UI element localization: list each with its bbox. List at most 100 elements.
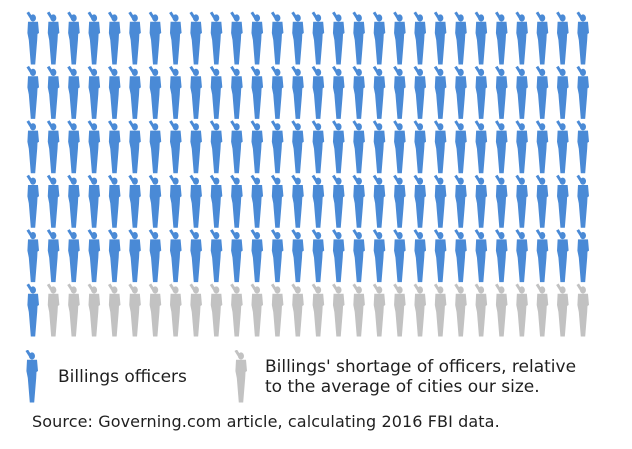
officer-icon [311,120,325,174]
officer-icon [107,120,121,174]
officer-icon [189,11,202,65]
officer-icon [332,120,345,174]
officer-icon [189,229,202,283]
officer-icon [556,11,569,65]
officer-icon [515,11,528,65]
shortage-icon [148,283,162,337]
officer-icon [454,229,467,283]
shortage-icon [270,283,284,337]
officer-icon [46,229,60,283]
shortage-icon [535,283,549,337]
legend-officers-icon [25,350,38,403]
officer-icon [189,174,202,228]
legend-shortage-label: Billings' shortage of officers, relative… [265,357,576,397]
officer-icon [291,65,304,119]
officer-icon [413,229,427,283]
officer-icon [311,65,325,119]
officer-icon [26,65,39,119]
officer-icon [454,174,467,228]
officer-icon [270,65,284,119]
officer-icon [270,229,284,283]
shortage-icon [87,283,101,337]
shortage-icon [169,283,182,337]
officer-icon [270,120,284,174]
officer-icon [576,120,589,174]
officer-icon [148,120,162,174]
officer-icon [250,11,264,65]
officer-icon [26,120,39,174]
shortage-icon [413,283,427,337]
officer-icon [556,120,569,174]
shortage-icon [515,283,528,337]
shortage-icon [209,283,223,337]
officer-icon [535,120,549,174]
officer-icon [454,120,467,174]
shortage-icon [474,283,488,337]
officer-icon [67,120,80,174]
officer-icon [413,120,427,174]
officer-icon [169,120,182,174]
source-note: Source: Governing.com article, calculati… [32,412,500,431]
officer-icon [107,174,121,228]
officer-icon [454,11,467,65]
officer-icon [535,65,549,119]
officer-icon [311,11,325,65]
officer-icon [46,174,60,228]
officer-icon [515,120,528,174]
officer-icon [372,120,386,174]
officer-icon [26,174,39,228]
officer-icon [87,120,101,174]
officer-icon [372,65,386,119]
officer-icon [128,65,141,119]
officer-icon [352,120,365,174]
officer-icon [433,65,447,119]
officer-icon [576,174,589,228]
officer-icon [332,229,345,283]
officer-icon [209,11,223,65]
officer-icon [291,229,304,283]
shortage-icon [291,283,304,337]
officer-icon [189,65,202,119]
shortage-icon [352,283,365,337]
officer-icon [495,65,508,119]
officer-icon [291,11,304,65]
officer-icon [270,11,284,65]
officer-icon [515,174,528,228]
officer-icon [433,174,447,228]
officer-icon [535,174,549,228]
officer-icon [250,229,264,283]
officer-icon [474,65,488,119]
officer-icon [393,120,406,174]
officer-icon [495,229,508,283]
officer-icon [230,65,243,119]
officer-icon [433,120,447,174]
officer-icon [128,229,141,283]
officer-icon [169,11,182,65]
officer-icon [454,65,467,119]
officer-icon [230,120,243,174]
officer-icon [352,65,365,119]
shortage-icon [495,283,508,337]
officer-icon [474,120,488,174]
officer-icon [433,229,447,283]
shortage-icon [372,283,386,337]
officer-icon [209,120,223,174]
officer-icon [474,229,488,283]
officer-icon [474,174,488,228]
officer-icon [148,229,162,283]
officer-icon [189,120,202,174]
officer-icon [535,11,549,65]
legend-shortage-line-2: to the average of cities our size. [265,377,540,397]
shortage-icon [454,283,467,337]
officer-icon [250,65,264,119]
officer-icon [107,65,121,119]
shortage-icon [128,283,141,337]
officer-icon [67,174,80,228]
shortage-icon [67,283,80,337]
officer-icon [332,174,345,228]
officer-icon [352,11,365,65]
officer-icon [393,11,406,65]
officer-icon [209,174,223,228]
officer-icon [46,65,60,119]
shortage-icon [332,283,345,337]
